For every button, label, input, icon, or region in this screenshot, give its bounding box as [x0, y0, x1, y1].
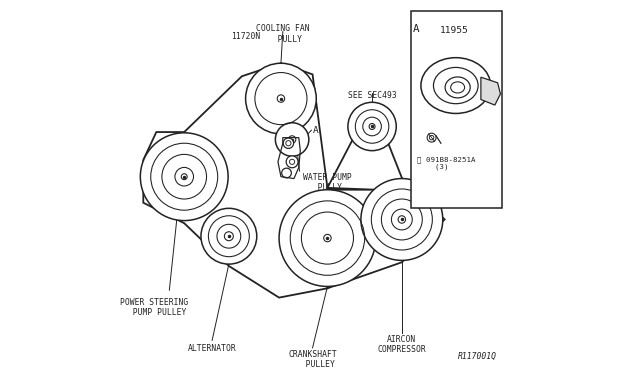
Text: R117001Q: R117001Q: [458, 352, 497, 361]
Text: 11720N: 11720N: [231, 32, 260, 41]
Text: POWER STEERING
  PUMP PULLEY: POWER STEERING PUMP PULLEY: [120, 298, 189, 317]
Text: ALTERNATOR: ALTERNATOR: [188, 344, 237, 353]
Circle shape: [286, 156, 298, 168]
Circle shape: [275, 123, 309, 156]
Text: 11955: 11955: [440, 26, 468, 35]
Text: COOLING FAN
   PULLY: COOLING FAN PULLY: [256, 24, 310, 44]
Circle shape: [201, 208, 257, 264]
Text: A: A: [312, 126, 318, 135]
Ellipse shape: [445, 77, 470, 98]
Circle shape: [140, 133, 228, 221]
Circle shape: [361, 179, 443, 260]
Polygon shape: [481, 77, 500, 105]
Text: CRANKSHAFT
   PULLEY: CRANKSHAFT PULLEY: [288, 350, 337, 369]
Circle shape: [283, 138, 294, 148]
Bar: [411, 11, 502, 208]
Text: SEE SEC493: SEE SEC493: [348, 91, 396, 100]
Text: AIRCON
COMPRESSOR: AIRCON COMPRESSOR: [378, 335, 426, 354]
Circle shape: [282, 168, 291, 178]
Text: Ⓑ 091B8-8251A
    (3): Ⓑ 091B8-8251A (3): [417, 156, 476, 170]
Text: A: A: [413, 24, 419, 34]
Circle shape: [348, 102, 396, 151]
Text: WATER PUMP
   PULLY: WATER PUMP PULLY: [303, 173, 352, 192]
Circle shape: [279, 190, 376, 286]
Circle shape: [246, 63, 316, 134]
Ellipse shape: [421, 58, 491, 113]
Circle shape: [427, 133, 436, 142]
